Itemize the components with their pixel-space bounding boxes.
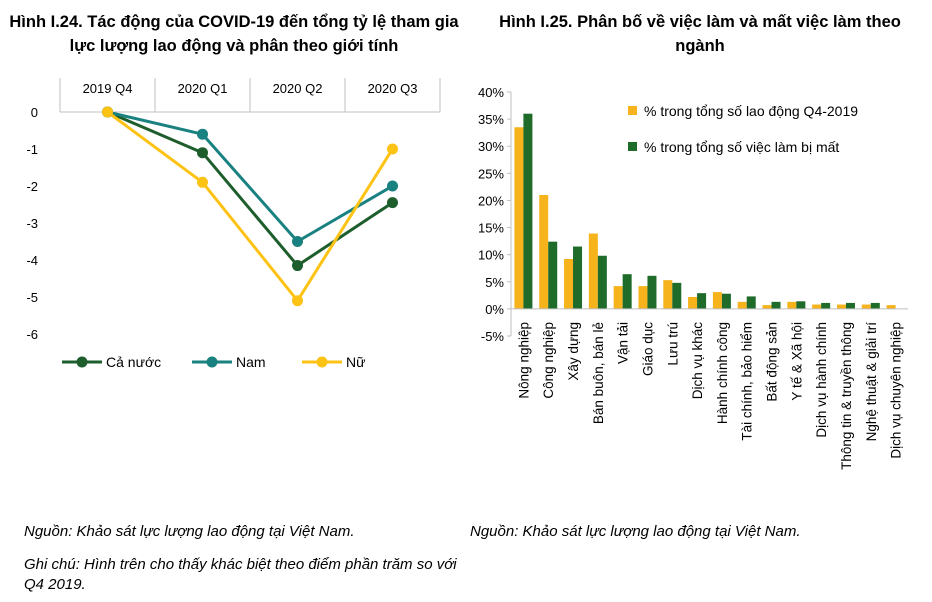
left-source-note: Nguồn: Khảo sát lực lượng lao động tại V…	[24, 523, 355, 540]
bar	[886, 305, 896, 309]
data-point	[292, 236, 303, 247]
bar	[697, 293, 707, 309]
bar	[771, 301, 781, 309]
bar	[539, 195, 549, 309]
right-chart-title: Hình I.25. Phân bố về việc làm và mất vi…	[499, 13, 901, 55]
y-tick-label: 40%	[478, 85, 504, 100]
bar	[647, 275, 657, 309]
bar	[573, 246, 583, 309]
bar	[861, 304, 871, 309]
x-category-label: Nghệ thuật & giải trí	[864, 322, 879, 442]
bar	[688, 296, 698, 309]
y-tick-label: 0%	[485, 302, 504, 317]
x-category-label: Thông tin & truyền thông	[839, 322, 854, 470]
bar	[622, 274, 632, 309]
y-tick-label: 5%	[485, 275, 504, 290]
y-tick-label: 25%	[478, 166, 504, 181]
data-point	[387, 143, 398, 155]
legend-marker	[76, 356, 88, 368]
y-tick-label: -1	[26, 142, 38, 157]
bar	[613, 286, 623, 309]
bar	[721, 293, 731, 309]
y-tick-label: 20%	[478, 193, 504, 208]
x-category-label: Dịch vụ hành chính	[814, 322, 829, 438]
legend-swatch	[628, 106, 637, 115]
data-point	[197, 147, 208, 159]
y-tick-label: -2	[26, 179, 38, 194]
bar	[821, 302, 831, 309]
x-category-label: Công nghiệp	[541, 322, 556, 399]
bar	[812, 304, 822, 309]
y-tick-label: 15%	[478, 221, 504, 236]
data-point	[292, 260, 303, 272]
bar	[836, 304, 846, 309]
bar	[548, 241, 558, 309]
x-category-label: Nông nghiệp	[516, 322, 531, 399]
x-category-label: Vận tải	[616, 322, 631, 364]
y-tick-label: -3	[26, 216, 38, 231]
bar	[845, 302, 855, 309]
legend-label: Nữ	[346, 354, 365, 370]
x-category-label: Bán buôn, bán lẻ	[591, 322, 606, 424]
x-category-label: Xây dựng	[566, 322, 581, 381]
y-tick-label: -5%	[481, 329, 505, 344]
y-tick-label: 0	[31, 105, 38, 120]
data-point	[102, 106, 113, 118]
y-tick-label: 30%	[478, 139, 504, 154]
x-category-label: Tài chính, bảo hiểm	[740, 322, 755, 441]
x-category-label: Bất động sản	[765, 322, 780, 402]
bar	[588, 233, 598, 309]
x-category-label: Giáo dục	[640, 322, 655, 376]
bar	[597, 255, 607, 309]
legend-label: % trong tổng số lao động Q4-2019	[644, 103, 858, 119]
legend-label: Cả nước	[106, 354, 161, 370]
left-footnote: Ghi chú: Hình trên cho thấy khác biệt th…	[24, 556, 457, 593]
bar	[514, 127, 524, 309]
bar	[672, 282, 682, 309]
legend-marker	[206, 356, 218, 368]
x-category-label: Lưu trú	[665, 322, 680, 366]
x-category-label: Y tế & Xã hội	[789, 322, 804, 401]
y-tick-label: 35%	[478, 112, 504, 127]
x-tick-label: 2020 Q2	[273, 81, 323, 96]
y-tick-label: -4	[26, 253, 38, 268]
bar	[796, 301, 806, 309]
bar	[870, 302, 880, 309]
bar	[787, 301, 797, 309]
legend-label: % trong tổng số việc làm bị mất	[644, 139, 839, 155]
x-category-label: Dịch vụ khác	[690, 322, 705, 400]
bar	[663, 280, 673, 309]
legend-label: Nam	[236, 354, 266, 370]
y-tick-label: -5	[26, 290, 38, 305]
data-point	[197, 176, 208, 188]
bar	[523, 113, 533, 309]
bar	[746, 296, 756, 309]
x-tick-label: 2019 Q4	[83, 81, 133, 96]
data-point	[292, 295, 303, 307]
data-point	[387, 180, 398, 192]
data-point	[387, 197, 398, 209]
data-point	[197, 128, 208, 140]
legend-marker	[316, 356, 328, 368]
bar	[712, 292, 722, 309]
bar	[638, 286, 648, 309]
series-line	[107, 110, 394, 243]
bar	[564, 259, 574, 309]
x-category-label: Hành chính công	[715, 322, 730, 424]
x-tick-label: 2020 Q3	[368, 81, 418, 96]
y-tick-label: -6	[26, 327, 38, 342]
left-chart-title: Hình I.24. Tác động của COVID-19 đến tổn…	[9, 13, 459, 55]
bar	[762, 305, 772, 309]
series-line	[106, 110, 394, 303]
x-tick-label: 2020 Q1	[178, 81, 228, 96]
right-source-note: Nguồn: Khảo sát lực lượng lao động tại V…	[470, 523, 801, 540]
bar	[737, 301, 747, 309]
y-tick-label: 10%	[478, 248, 504, 263]
legend-swatch	[628, 142, 637, 151]
series-line	[106, 110, 394, 268]
x-category-label: Dịch vụ chuyên nghiệp	[889, 322, 904, 459]
